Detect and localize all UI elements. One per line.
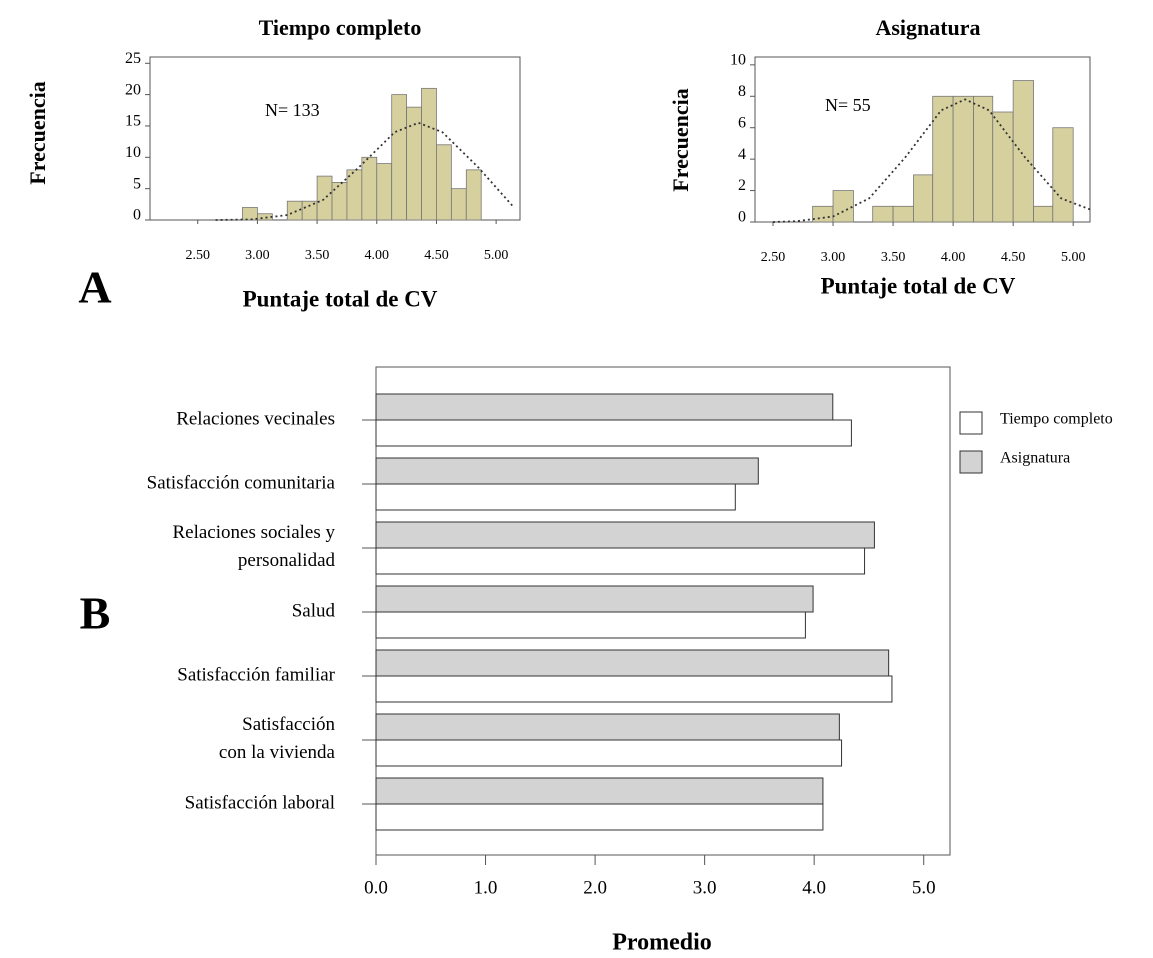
histogram-bar <box>421 87 437 221</box>
x-tick-label: 5.0 <box>912 877 936 898</box>
y-tick-label: 4 <box>738 146 746 163</box>
category-label: Satisfacción familiar <box>177 664 335 685</box>
histogram-bar <box>465 169 482 221</box>
bar <box>375 483 736 511</box>
x-tick-label: 3.0 <box>693 877 717 898</box>
x-tick-label: 0.0 <box>364 877 388 898</box>
histogram-bar <box>1052 127 1074 223</box>
histogram-bar <box>331 181 348 221</box>
histogram-bar <box>872 205 894 223</box>
histogram-bar <box>376 163 393 221</box>
y-tick-label: 0 <box>133 207 141 224</box>
bar <box>375 713 840 741</box>
y-tick-label: 2 <box>738 177 746 194</box>
histogram-bar <box>832 190 854 223</box>
y-tick-label: 25 <box>125 50 141 67</box>
bar <box>375 585 814 613</box>
panel-label: A <box>78 262 111 313</box>
x-axis-label: Promedio <box>612 930 712 956</box>
x-tick-label: 2.50 <box>761 250 786 265</box>
category-label: Salud <box>292 600 336 621</box>
y-tick-label: 0 <box>738 209 746 226</box>
category-label: Satisfacción con la vivienda <box>219 714 336 763</box>
annotation: N= 55 <box>825 95 871 115</box>
legend-swatch <box>959 411 983 435</box>
histogram-bar <box>450 188 467 221</box>
bar <box>375 419 852 447</box>
x-tick-label: 4.00 <box>365 248 390 263</box>
x-tick-label: 4.50 <box>424 248 449 263</box>
bar <box>375 649 890 677</box>
y-tick-label: 15 <box>125 113 141 130</box>
histogram-bar <box>892 205 914 223</box>
bar <box>375 547 866 575</box>
histogram-bar <box>1012 80 1034 223</box>
bar <box>375 675 893 703</box>
histogram-bar <box>361 156 378 221</box>
x-tick-label: 2.50 <box>185 248 210 263</box>
x-tick-label: 3.50 <box>305 248 330 263</box>
histogram-bar <box>257 213 273 221</box>
x-axis-label: Puntaje total de CV <box>243 286 438 311</box>
normal-curve <box>215 121 515 221</box>
x-tick-label: 4.00 <box>941 250 966 265</box>
histogram-bar <box>952 95 974 223</box>
bar <box>375 739 843 767</box>
bar <box>375 803 824 831</box>
x-tick-label: 5.00 <box>1061 250 1086 265</box>
histogram-bar <box>812 205 834 223</box>
panel-label: B <box>80 588 111 639</box>
category-label: Satisfacción laboral <box>185 792 335 813</box>
histogram-bar <box>1033 205 1054 223</box>
histogram-bar <box>242 207 258 221</box>
x-tick-label: 4.0 <box>802 877 826 898</box>
x-tick-label: 3.50 <box>881 250 906 265</box>
histogram-bar <box>932 95 954 223</box>
histogram-bar <box>913 174 934 223</box>
y-tick-label: 6 <box>738 114 746 131</box>
annotation: N= 133 <box>265 100 320 120</box>
x-tick-label: 3.00 <box>245 248 270 263</box>
x-tick-label: 4.50 <box>1001 250 1026 265</box>
x-tick-label: 3.00 <box>821 250 846 265</box>
x-tick-label: 2.0 <box>583 877 607 898</box>
category-label: Relaciones vecinales <box>176 408 335 429</box>
category-label: Satisfacción comunitaria <box>147 472 336 493</box>
y-tick-label: 10 <box>125 144 141 161</box>
x-tick-label: 1.0 <box>474 877 498 898</box>
y-tick-label: 20 <box>125 81 141 98</box>
bar <box>375 521 875 549</box>
bar <box>375 777 824 805</box>
chart-title: Tiempo completo <box>259 15 422 40</box>
histogram-bar <box>436 144 452 221</box>
x-tick-label: 5.00 <box>484 248 509 263</box>
y-axis-label: Frecuencia <box>668 88 693 191</box>
bar <box>375 611 806 639</box>
histogram-bar <box>316 175 333 221</box>
category-label: Relaciones sociales y personalidad <box>172 522 335 571</box>
y-tick-label: 5 <box>133 175 141 192</box>
y-axis-label: Frecuencia <box>25 81 50 184</box>
chart-title: Asignatura <box>875 15 980 40</box>
x-axis-label: Puntaje total de CV <box>821 273 1016 298</box>
bar <box>375 457 759 485</box>
legend-label: Tiempo completo <box>1000 411 1113 428</box>
y-tick-label: 10 <box>730 52 746 69</box>
histogram-bar <box>973 95 994 223</box>
bar <box>375 393 834 421</box>
y-tick-label: 8 <box>738 83 746 100</box>
legend-swatch <box>959 450 983 474</box>
legend-label: Asignatura <box>1000 450 1070 467</box>
histogram-bar <box>391 94 408 221</box>
